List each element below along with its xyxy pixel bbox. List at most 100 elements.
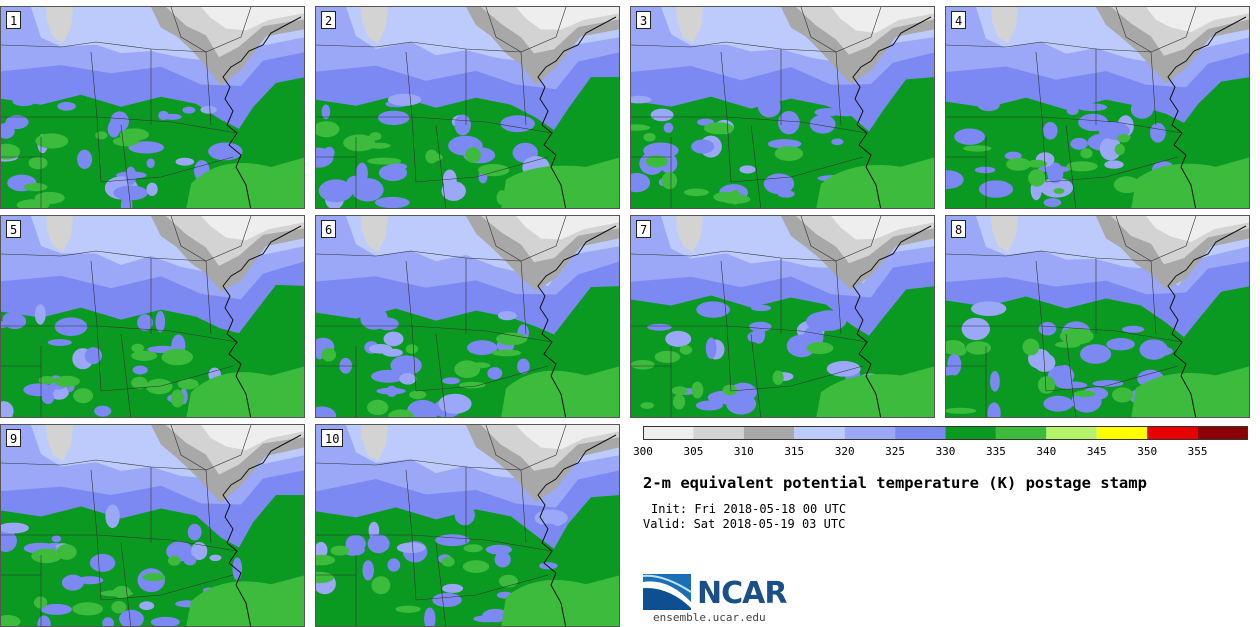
state-boundary bbox=[485, 425, 567, 471]
warm-pocket bbox=[679, 345, 693, 355]
cool-pocket bbox=[105, 504, 120, 528]
warm-pocket bbox=[33, 596, 48, 609]
cool-pocket bbox=[526, 97, 562, 115]
colorbar-tick: 340 bbox=[1036, 445, 1057, 458]
cool-pocket bbox=[376, 387, 406, 395]
lake-region bbox=[991, 7, 1018, 43]
warm-pocket bbox=[388, 409, 414, 417]
warm-pocket bbox=[409, 390, 427, 400]
state-boundary bbox=[316, 459, 522, 471]
coastline bbox=[1167, 16, 1247, 208]
warm-pocket bbox=[946, 407, 977, 414]
cool-pocket bbox=[77, 149, 93, 169]
warm-pocket bbox=[177, 378, 199, 390]
cool-pocket bbox=[763, 173, 795, 195]
colorbar-tick: 355 bbox=[1187, 445, 1208, 458]
cool-pocket bbox=[347, 175, 365, 188]
cool-pocket bbox=[324, 146, 335, 159]
warm-pocket bbox=[367, 399, 389, 416]
cool-pocket bbox=[113, 185, 148, 201]
state-boundary bbox=[520, 260, 527, 335]
cool-pocket bbox=[946, 170, 964, 189]
cool-pocket bbox=[387, 163, 407, 170]
cool-pocket bbox=[631, 173, 651, 193]
warm-pocket bbox=[463, 544, 483, 553]
cool-pocket bbox=[187, 523, 202, 541]
cool-pocket bbox=[345, 534, 366, 553]
colorbar-bin bbox=[995, 426, 1047, 440]
cool-pocket bbox=[84, 347, 102, 365]
cool-pocket bbox=[837, 309, 852, 318]
warm-pocket bbox=[73, 388, 93, 404]
stamp-panel-4[interactable]: 4 bbox=[945, 6, 1250, 209]
colorbar-frame bbox=[643, 426, 1248, 440]
cool-pocket bbox=[1, 522, 29, 534]
cool-pocket bbox=[146, 182, 158, 196]
stamp-panel-3[interactable]: 3 bbox=[630, 6, 935, 209]
stamp-panel-9[interactable]: 9 bbox=[0, 424, 305, 627]
lake-region bbox=[46, 216, 73, 252]
cool-pocket bbox=[5, 115, 29, 129]
stamp-panel-2[interactable]: 2 bbox=[315, 6, 620, 209]
cool-pocket bbox=[432, 593, 462, 607]
stamp-panel-1[interactable]: 1 bbox=[0, 6, 305, 209]
state-boundary bbox=[1065, 124, 1077, 208]
cool-pocket bbox=[200, 105, 217, 114]
coldest-region-light bbox=[1146, 216, 1249, 242]
warm-pocket bbox=[946, 340, 966, 355]
cool-pocket bbox=[407, 399, 439, 417]
state-boundary bbox=[520, 469, 527, 544]
cool-pocket bbox=[23, 383, 55, 397]
member-label-5: 5 bbox=[6, 220, 22, 238]
cool-pocket bbox=[1037, 165, 1071, 173]
cool-pocket bbox=[1, 401, 14, 417]
lake-region bbox=[46, 425, 73, 461]
member-label-9: 9 bbox=[6, 429, 22, 447]
state-boundary bbox=[170, 425, 252, 471]
theta-e-map bbox=[946, 7, 1249, 208]
colorbar-tick: 345 bbox=[1086, 445, 1107, 458]
state-boundary bbox=[120, 542, 132, 626]
cool-pocket bbox=[961, 317, 990, 341]
cool-pocket bbox=[497, 311, 517, 321]
stamp-panel-6[interactable]: 6 bbox=[315, 215, 620, 418]
cool-pocket bbox=[1043, 395, 1073, 412]
stamp-panel-10[interactable]: 10 bbox=[315, 424, 620, 627]
colorbar-bin bbox=[844, 426, 896, 440]
coldest-region-light bbox=[201, 216, 304, 241]
cool-pocket bbox=[500, 115, 535, 133]
warm-pocket bbox=[38, 376, 56, 385]
cool-pocket bbox=[517, 358, 530, 374]
state-boundary bbox=[316, 116, 553, 134]
warm-pocket bbox=[1112, 387, 1134, 403]
member-label-1: 1 bbox=[6, 11, 22, 29]
cool-pocket bbox=[383, 331, 404, 347]
colorbar-bin bbox=[794, 426, 845, 440]
warm-pocket bbox=[454, 360, 481, 378]
state-boundary bbox=[946, 116, 1183, 134]
stamp-panel-5[interactable]: 5 bbox=[0, 215, 305, 418]
stamp-panel-8[interactable]: 8 bbox=[945, 215, 1250, 418]
warm-pocket bbox=[316, 554, 336, 566]
theta-e-map bbox=[316, 7, 619, 208]
cool-pocket bbox=[814, 108, 841, 117]
state-boundary bbox=[800, 7, 882, 53]
stamp-panel-7[interactable]: 7 bbox=[630, 215, 935, 418]
lake-region bbox=[361, 425, 388, 461]
warm-pocket bbox=[31, 548, 62, 564]
warm-pocket bbox=[330, 545, 350, 556]
state-boundary bbox=[415, 156, 549, 183]
cool-pocket bbox=[810, 310, 847, 331]
cool-pocket bbox=[473, 615, 500, 623]
colorbar-bin bbox=[1147, 426, 1198, 440]
coldest-region-light bbox=[831, 7, 934, 33]
cool-pocket bbox=[534, 509, 568, 527]
coldest-region-light bbox=[201, 7, 304, 31]
cool-pocket bbox=[1043, 122, 1058, 140]
cool-pocket bbox=[665, 330, 692, 347]
theta-e-map bbox=[1, 216, 304, 417]
colorbar-bin bbox=[1096, 426, 1148, 440]
warm-pocket bbox=[683, 188, 709, 197]
cool-pocket bbox=[487, 367, 503, 380]
